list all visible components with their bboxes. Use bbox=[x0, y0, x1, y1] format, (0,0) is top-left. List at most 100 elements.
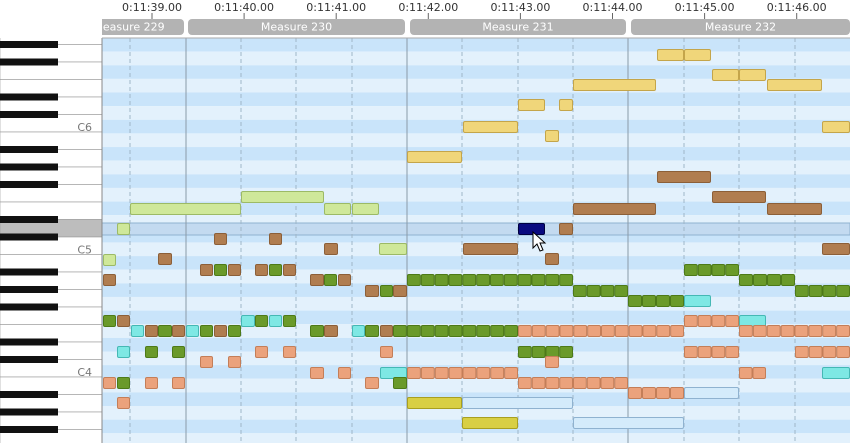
note[interactable] bbox=[725, 264, 739, 276]
note[interactable] bbox=[518, 377, 532, 389]
note[interactable] bbox=[559, 346, 573, 358]
note[interactable] bbox=[518, 99, 545, 111]
note[interactable] bbox=[642, 387, 656, 399]
note[interactable] bbox=[117, 315, 130, 327]
note[interactable] bbox=[407, 274, 421, 286]
note[interactable] bbox=[766, 325, 781, 337]
note[interactable] bbox=[657, 49, 684, 61]
note[interactable] bbox=[780, 325, 795, 337]
note[interactable] bbox=[365, 325, 379, 337]
black-key[interactable] bbox=[0, 233, 58, 241]
note[interactable] bbox=[711, 315, 726, 327]
note[interactable] bbox=[324, 203, 351, 215]
note[interactable] bbox=[490, 274, 504, 286]
note[interactable] bbox=[269, 315, 282, 327]
note[interactable] bbox=[103, 377, 116, 389]
black-key[interactable] bbox=[0, 391, 58, 398]
note[interactable] bbox=[476, 325, 491, 337]
note[interactable] bbox=[504, 325, 519, 337]
note[interactable] bbox=[752, 325, 767, 337]
note[interactable] bbox=[380, 346, 393, 358]
black-key[interactable] bbox=[0, 268, 58, 276]
note[interactable] bbox=[504, 367, 518, 379]
note[interactable] bbox=[545, 356, 559, 368]
note[interactable] bbox=[808, 325, 823, 337]
note[interactable] bbox=[241, 191, 324, 203]
note[interactable] bbox=[380, 367, 407, 379]
note[interactable] bbox=[684, 49, 711, 61]
note[interactable] bbox=[545, 377, 560, 389]
note[interactable] bbox=[767, 274, 781, 286]
note[interactable] bbox=[393, 325, 407, 337]
note[interactable] bbox=[131, 325, 144, 337]
note[interactable] bbox=[795, 285, 809, 297]
note[interactable] bbox=[739, 367, 753, 379]
note[interactable] bbox=[117, 377, 130, 389]
note[interactable] bbox=[228, 356, 241, 368]
note[interactable] bbox=[559, 325, 574, 337]
note[interactable] bbox=[158, 325, 172, 337]
note[interactable] bbox=[725, 346, 739, 358]
note[interactable] bbox=[420, 325, 435, 337]
note[interactable] bbox=[324, 243, 338, 255]
note[interactable] bbox=[518, 346, 532, 358]
note[interactable] bbox=[283, 264, 296, 276]
note[interactable] bbox=[573, 377, 587, 389]
note[interactable] bbox=[836, 325, 850, 337]
note[interactable] bbox=[269, 233, 282, 245]
note[interactable] bbox=[448, 325, 463, 337]
note[interactable] bbox=[103, 274, 116, 286]
note[interactable] bbox=[338, 367, 351, 379]
note[interactable] bbox=[172, 325, 185, 337]
black-key[interactable] bbox=[0, 426, 58, 433]
measure-block[interactable] bbox=[0, 19, 184, 35]
note[interactable] bbox=[200, 325, 213, 337]
note[interactable] bbox=[836, 285, 850, 297]
note[interactable] bbox=[573, 203, 656, 215]
note[interactable] bbox=[670, 325, 685, 337]
note[interactable] bbox=[158, 253, 172, 265]
note[interactable] bbox=[822, 243, 850, 255]
note[interactable] bbox=[117, 397, 130, 409]
note[interactable] bbox=[283, 315, 296, 327]
note[interactable] bbox=[601, 325, 615, 337]
measure-block[interactable] bbox=[188, 19, 405, 35]
note[interactable] bbox=[573, 285, 587, 297]
note[interactable] bbox=[103, 254, 116, 266]
note[interactable] bbox=[407, 151, 462, 163]
note[interactable] bbox=[407, 367, 421, 379]
note[interactable] bbox=[545, 274, 560, 286]
note[interactable] bbox=[725, 315, 739, 327]
note[interactable] bbox=[214, 264, 227, 276]
note[interactable] bbox=[656, 295, 670, 307]
measure-block[interactable] bbox=[631, 19, 850, 35]
black-key[interactable] bbox=[0, 303, 58, 311]
note[interactable] bbox=[214, 325, 227, 337]
note[interactable] bbox=[476, 274, 490, 286]
note[interactable] bbox=[531, 325, 546, 337]
note[interactable] bbox=[545, 325, 560, 337]
note[interactable] bbox=[145, 346, 158, 358]
note[interactable] bbox=[324, 325, 338, 337]
note[interactable] bbox=[172, 377, 185, 389]
note[interactable] bbox=[573, 417, 684, 429]
black-key[interactable] bbox=[0, 111, 58, 118]
note[interactable] bbox=[186, 325, 199, 337]
note[interactable] bbox=[642, 325, 657, 337]
note[interactable] bbox=[407, 397, 462, 409]
note[interactable] bbox=[517, 274, 532, 286]
note[interactable] bbox=[448, 367, 463, 379]
note[interactable] bbox=[670, 295, 684, 307]
note[interactable] bbox=[670, 387, 684, 399]
note[interactable] bbox=[310, 274, 324, 286]
note[interactable] bbox=[434, 367, 449, 379]
note[interactable] bbox=[172, 346, 185, 358]
note[interactable] bbox=[545, 253, 559, 265]
note[interactable] bbox=[684, 315, 698, 327]
note[interactable] bbox=[365, 377, 379, 389]
note[interactable] bbox=[614, 377, 628, 389]
note[interactable] bbox=[712, 69, 739, 81]
note[interactable] bbox=[795, 346, 809, 358]
note[interactable] bbox=[559, 99, 573, 111]
note[interactable] bbox=[545, 130, 559, 142]
